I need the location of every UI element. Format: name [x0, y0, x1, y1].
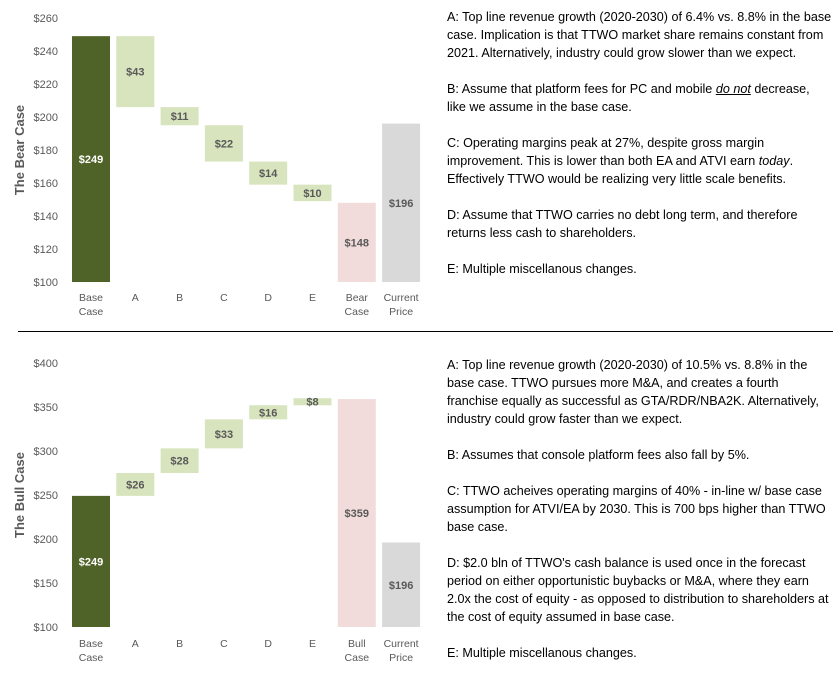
- bull-bar-value-label: $16: [259, 407, 277, 419]
- bear-bar-7: [382, 123, 421, 282]
- bear-y-tick-label: $160: [34, 178, 58, 190]
- bull-bar-6: [337, 399, 376, 627]
- bull-y-axis-title: The Bull Case: [12, 452, 27, 538]
- bull-category-label: B: [176, 638, 183, 650]
- bear-y-tick-label: $140: [34, 211, 58, 223]
- bear-note-a: A: Top line revenue growth (2020-2030) o…: [447, 10, 832, 60]
- bear-y-axis-title: The Bear Case: [12, 105, 27, 195]
- bull-y-tick-label: $350: [34, 402, 58, 414]
- bear-note-b: B: Assume that platform fees for PC and …: [447, 82, 810, 114]
- bear-bar-6: [337, 202, 376, 282]
- bull-y-tick-label: $250: [34, 490, 58, 502]
- bull-category-label: D: [264, 638, 272, 650]
- bull-bar-value-label: $26: [126, 479, 144, 491]
- bear-bar-5: [293, 184, 332, 202]
- bull-case-notes: A: Top line revenue growth (2020-2030) o…: [447, 356, 832, 680]
- bear-category-label: Bear: [346, 292, 369, 304]
- bear-bar-value-label: $43: [126, 67, 144, 79]
- bull-category-label: A: [132, 638, 139, 650]
- bull-category-label: Base: [79, 638, 103, 650]
- bear-bar-1: [116, 36, 155, 108]
- bull-bar-5: [293, 398, 332, 406]
- bear-case-notes: A: Top line revenue growth (2020-2030) o…: [447, 8, 832, 296]
- bull-bar-value-label: $359: [345, 508, 369, 520]
- bear-y-tick-label: $240: [34, 46, 58, 58]
- bull-note-e: E: Multiple miscellanous changes.: [447, 646, 637, 660]
- bear-bar-0: [72, 36, 110, 283]
- bull-note-a: A: Top line revenue growth (2020-2030) o…: [447, 358, 819, 426]
- bull-category-label: E: [309, 638, 316, 650]
- bear-category-label: Base: [79, 292, 103, 304]
- bull-bar-2: [160, 448, 199, 473]
- bear-category-label: Current: [384, 292, 419, 304]
- bull-bar-value-label: $33: [215, 429, 233, 441]
- bear-y-tick-label: $100: [34, 277, 58, 289]
- bull-category-label: Price: [389, 652, 413, 664]
- bear-y-tick-label: $180: [34, 145, 58, 157]
- bull-y-tick-label: $400: [34, 358, 58, 370]
- bear-bar-value-label: $196: [389, 198, 413, 210]
- bear-category-label: Case: [79, 306, 104, 318]
- bear-bar-3: [204, 125, 243, 162]
- bull-category-label: Case: [79, 652, 104, 664]
- bull-y-tick-label: $100: [34, 622, 58, 634]
- bull-bar-0: [72, 495, 110, 627]
- bear-category-label: C: [220, 292, 228, 304]
- bear-bar-value-label: $148: [345, 237, 369, 249]
- bull-bar-3: [204, 419, 243, 449]
- bull-category-label: Current: [384, 638, 419, 650]
- bull-bar-4: [249, 405, 288, 420]
- bear-bar-value-label: $10: [303, 188, 321, 200]
- bear-note-c: C: Operating margins peak at 27%, despit…: [447, 136, 794, 186]
- bull-y-tick-label: $300: [34, 446, 58, 458]
- bear-y-tick-label: $200: [34, 112, 58, 124]
- bear-y-tick-label: $120: [34, 244, 58, 256]
- bull-y-tick-label: $200: [34, 534, 58, 546]
- bear-category-label: B: [176, 292, 183, 304]
- bull-note-d: D: $2.0 bln of TTWO's cash balance is us…: [447, 556, 829, 624]
- bull-y-tick-label: $150: [34, 578, 58, 590]
- bear-bar-value-label: $11: [171, 111, 189, 123]
- bull-bar-7: [382, 542, 421, 627]
- bull-bar-value-label: $8: [306, 397, 318, 409]
- bear-y-tick-label: $220: [34, 79, 58, 91]
- bear-note-e: E: Multiple miscellanous changes.: [447, 262, 637, 276]
- bull-note-c: C: TTWO acheives operating margins of 40…: [447, 484, 826, 534]
- bear-bar-value-label: $14: [259, 168, 278, 180]
- bull-category-label: Case: [345, 652, 370, 664]
- bear-bar-4: [249, 161, 288, 185]
- bear-case-chart: $100 $120 $140 $160 $180 $200 $220 $240 $260 The …: [12, 13, 421, 318]
- bear-y-tick-label: $260: [34, 13, 58, 25]
- bear-category-label: Case: [345, 306, 370, 318]
- bear-bar-2: [160, 107, 199, 126]
- bear-bar-value-label: $249: [79, 154, 103, 166]
- bull-bar-value-label: $196: [389, 580, 413, 592]
- bull-case-chart: $100 $150 $200 $250 $300 $350 $400 The Bull Cas…: [12, 358, 421, 664]
- bull-bar-value-label: $28: [170, 456, 188, 468]
- bull-bar-1: [116, 473, 155, 496]
- bear-category-label: Price: [389, 306, 413, 318]
- bear-category-label: D: [264, 292, 272, 304]
- bear-category-label: E: [309, 292, 316, 304]
- section-divider: [18, 331, 833, 332]
- bear-note-d: D: Assume that TTWO carries no debt long…: [447, 208, 798, 240]
- bull-bar-value-label: $249: [79, 556, 103, 568]
- bear-category-label: A: [132, 292, 139, 304]
- bear-bar-value-label: $22: [215, 138, 233, 150]
- bull-category-label: Bull: [348, 638, 366, 650]
- bull-note-b: B: Assumes that console platform fees al…: [447, 448, 750, 462]
- bull-category-label: C: [220, 638, 228, 650]
